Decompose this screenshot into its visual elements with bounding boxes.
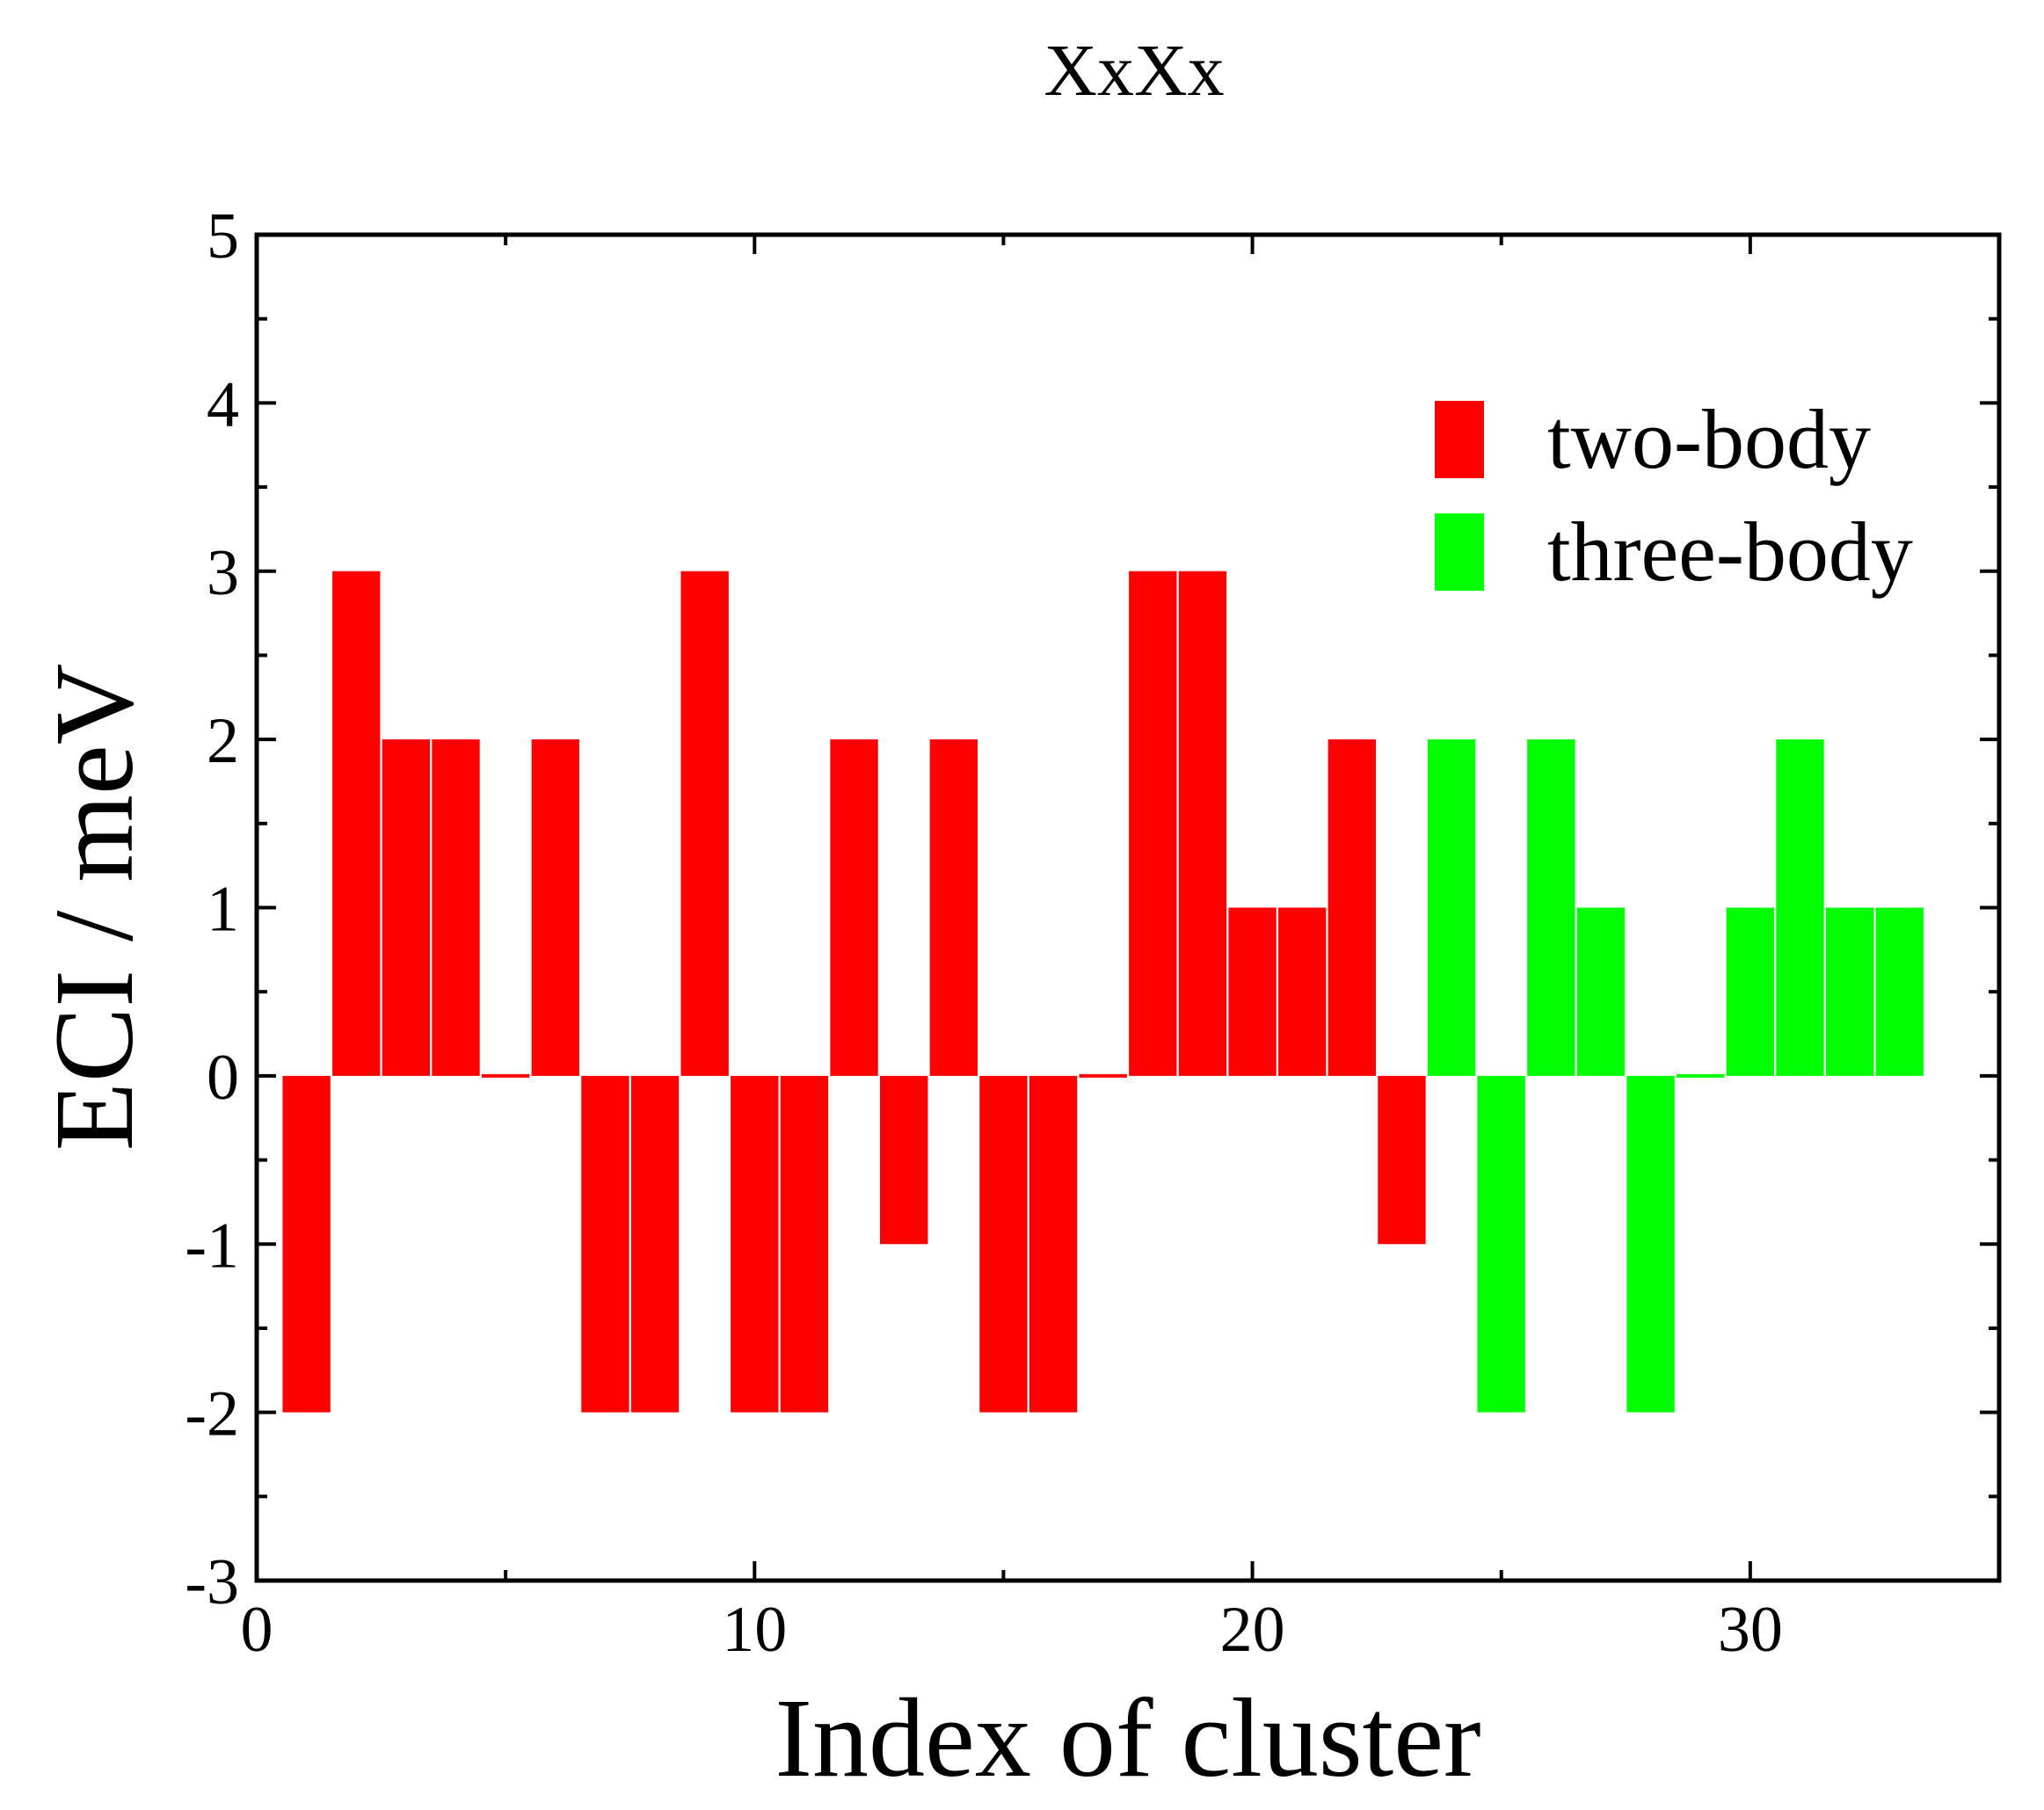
- bar-three-body-31: [1776, 739, 1824, 1076]
- bar-two-body-23: [1378, 1075, 1426, 1245]
- bar-two-body-8: [630, 1075, 680, 1413]
- x-tick-label-30: 30: [1718, 1594, 1783, 1666]
- y-tick-label-4: 4: [207, 368, 239, 440]
- y-tick-label-1: 1: [207, 874, 239, 946]
- bar-two-body-12: [830, 739, 878, 1076]
- legend-label-two-body: two-body: [1547, 392, 1871, 486]
- bar-three-body-33: [1875, 907, 1924, 1076]
- bar-two-body-10: [731, 1075, 779, 1413]
- bar-three-body-26: [1527, 739, 1575, 1076]
- bar-two-body-22: [1328, 739, 1377, 1076]
- bar-two-body-6: [531, 739, 579, 1076]
- bar-two-body-14: [929, 739, 978, 1076]
- legend-label-three-body: three-body: [1547, 505, 1913, 599]
- bar-three-body-32: [1825, 907, 1874, 1076]
- bar-three-body-25: [1477, 1075, 1525, 1413]
- y-tick-label-5: 5: [207, 200, 239, 273]
- bar-three-body-28: [1626, 1075, 1675, 1413]
- chart-title: XxXx: [1044, 30, 1224, 112]
- legend: two-body three-body: [1435, 392, 1913, 599]
- bar-three-body-29: [1677, 1073, 1725, 1078]
- bar-three-body-24: [1427, 739, 1476, 1076]
- bar-two-body-16: [1029, 1075, 1078, 1413]
- bar-two-body-4: [432, 739, 480, 1076]
- x-tick-label-20: 20: [1220, 1594, 1285, 1666]
- bar-two-body-13: [879, 1075, 928, 1245]
- y-tick-label--1: -1: [185, 1210, 239, 1282]
- bar-two-body-2: [332, 571, 381, 1076]
- bar-two-body-3: [382, 739, 431, 1076]
- bar-two-body-17: [1079, 1073, 1127, 1078]
- y-tick-label--2: -2: [185, 1378, 239, 1450]
- y-tick-label--3: -3: [185, 1546, 239, 1618]
- bar-two-body-21: [1278, 907, 1327, 1076]
- y-tick-label-3: 3: [207, 537, 239, 609]
- bar-two-body-7: [581, 1075, 629, 1413]
- y-tick-label-0: 0: [207, 1042, 239, 1114]
- legend-swatch-three-body: [1435, 513, 1484, 591]
- bar-two-body-18: [1129, 571, 1177, 1076]
- bar-two-body-11: [780, 1075, 829, 1413]
- x-axis-title: Index of cluster: [775, 1676, 1480, 1800]
- bar-two-body-9: [680, 571, 729, 1076]
- bar-three-body-27: [1576, 907, 1626, 1076]
- bar-three-body-30: [1726, 907, 1775, 1076]
- x-tick-label-10: 10: [722, 1594, 787, 1666]
- bar-two-body-5: [481, 1073, 530, 1078]
- bar-two-body-15: [979, 1075, 1028, 1413]
- bar-two-body-1: [282, 1075, 331, 1413]
- y-axis-title: ECI / meV: [32, 664, 156, 1152]
- bars-layer: [282, 571, 1924, 1413]
- plot-frame: [254, 232, 2002, 1583]
- tick-labels-layer: 0 10 20 30 -3 -2 -1 0 1 2 3 4 5: [185, 200, 1783, 1666]
- y-tick-label-2: 2: [207, 705, 239, 777]
- bar-two-body-19: [1178, 571, 1227, 1076]
- legend-swatch-two-body: [1435, 401, 1484, 478]
- bar-two-body-20: [1228, 907, 1277, 1076]
- x-tick-label-0: 0: [241, 1594, 273, 1666]
